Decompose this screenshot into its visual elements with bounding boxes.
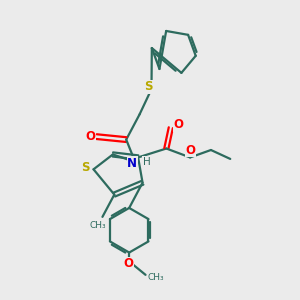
- Text: H: H: [142, 157, 150, 167]
- Text: CH₃: CH₃: [148, 273, 164, 282]
- Text: O: O: [85, 130, 95, 143]
- Text: N: N: [127, 157, 137, 170]
- Text: O: O: [173, 118, 183, 131]
- Text: S: S: [81, 161, 89, 174]
- Text: O: O: [124, 257, 134, 270]
- Text: S: S: [144, 80, 153, 94]
- Text: O: O: [185, 143, 195, 157]
- Text: CH₃: CH₃: [90, 221, 106, 230]
